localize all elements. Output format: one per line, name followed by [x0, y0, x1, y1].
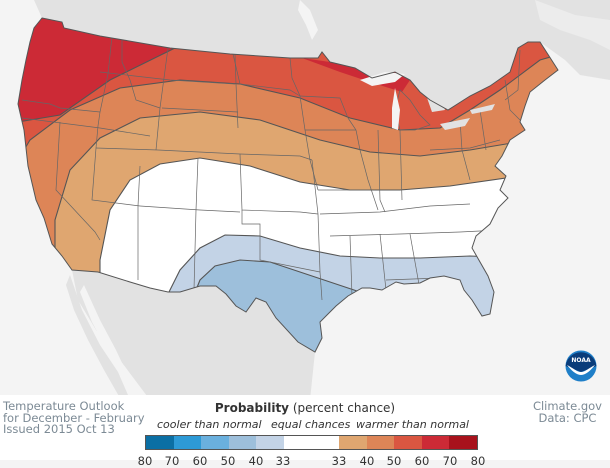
tick-warm-50: 50 — [386, 454, 402, 468]
legend-footer: Temperature Outlook for December - Febru… — [0, 395, 610, 468]
swatch-equal — [283, 436, 340, 449]
swatch-cool-60 — [201, 436, 229, 449]
map-title-block: Temperature Outlook for December - Febru… — [3, 399, 145, 436]
tick-warm-60: 60 — [414, 454, 430, 468]
tick-cool-60: 60 — [192, 454, 208, 468]
tick-cool-70: 70 — [164, 454, 180, 468]
baja-california — [66, 275, 128, 398]
swatch-warm-40 — [339, 436, 367, 449]
tick-warm-70: 70 — [442, 454, 458, 468]
map-issued-date: Issued 2015 Oct 13 — [3, 422, 115, 436]
lake-erie — [440, 118, 470, 130]
canada-landmass — [0, 0, 610, 110]
band-contours — [18, 39, 558, 352]
svg-text:NOAA: NOAA — [571, 357, 591, 364]
tick-cool-40: 40 — [248, 454, 264, 468]
map-period: for December - February — [3, 410, 145, 425]
legend-equal-label: equal chances — [271, 418, 351, 431]
st-lawrence-gulf — [535, 0, 610, 50]
legend-cooler-label: cooler than normal — [157, 418, 262, 431]
credit-data: Data: CPC — [538, 410, 597, 425]
tick-cool-33: 33 — [275, 454, 291, 468]
map-title: Temperature Outlook — [3, 399, 125, 413]
canada-lake — [298, 0, 318, 40]
swatch-warm-60 — [394, 436, 422, 449]
tick-cool-50: 50 — [220, 454, 236, 468]
mexico-landmass — [72, 270, 315, 400]
swatch-cool-80 — [146, 436, 174, 449]
tick-warm-40: 40 — [359, 454, 375, 468]
lake-michigan — [392, 88, 400, 130]
swatch-cool-70 — [173, 436, 202, 449]
lake-superior — [360, 72, 405, 86]
gulf-of-california — [80, 285, 130, 382]
credit-source: Climate.gov — [532, 399, 602, 413]
credit-block: Climate.gov Data: CPC — [532, 399, 602, 425]
swatch-warm-70 — [421, 436, 450, 449]
tick-warm-33: 33 — [331, 454, 347, 468]
lake-huron — [425, 92, 445, 112]
tick-warm-80: 80 — [470, 454, 486, 468]
tick-cool-80: 80 — [137, 454, 153, 468]
noaa-logo-icon: NOAA — [565, 350, 597, 382]
swatch-cool-50 — [228, 436, 257, 449]
swatch-cool-40 — [256, 436, 284, 449]
swatch-warm-50 — [366, 436, 395, 449]
legend-color-bar — [145, 435, 478, 450]
legend-title: Probability (percent chance) — [214, 401, 396, 415]
us-outline — [17, 17, 559, 353]
swatch-warm-80 — [449, 436, 477, 449]
outlook-map: NOAA — [0, 0, 610, 400]
lake-ontario — [470, 104, 495, 114]
state-borders — [21, 35, 521, 301]
legend-warmer-label: warmer than normal — [356, 418, 469, 431]
